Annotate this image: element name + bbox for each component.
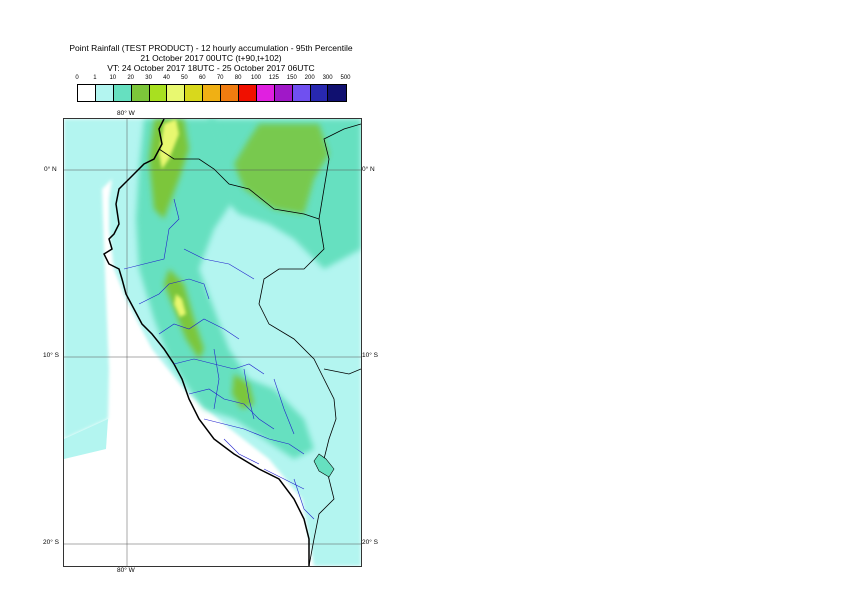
legend-threshold: 125 bbox=[268, 75, 279, 81]
lat-10-right-label: 10° S bbox=[362, 352, 378, 359]
legend-threshold: 100 bbox=[250, 75, 262, 81]
legend-swatch bbox=[78, 85, 96, 101]
lake-titicaca bbox=[313, 453, 335, 478]
country-borders bbox=[158, 123, 361, 566]
rain-40-50mm-core bbox=[159, 119, 179, 169]
legend-swatch bbox=[310, 85, 329, 101]
run-time: 21 October 2017 00UTC (t+90,t+102) bbox=[140, 53, 282, 63]
legend-threshold: 70 bbox=[216, 75, 224, 81]
legend-swatch bbox=[131, 85, 150, 101]
legend-swatch bbox=[95, 85, 114, 101]
legend-swatch bbox=[256, 85, 275, 101]
legend-threshold: 1 bbox=[93, 75, 97, 81]
legend-swatch bbox=[328, 85, 347, 101]
lat-20-right-label: 20° S bbox=[362, 539, 378, 546]
legend-swatch bbox=[113, 85, 132, 101]
legend-threshold: 30 bbox=[145, 75, 152, 81]
bottom-lon-label: 80° W bbox=[117, 567, 135, 574]
legend-threshold: 50 bbox=[181, 75, 188, 81]
legend-threshold: 150 bbox=[286, 75, 297, 81]
legend-threshold: 200 bbox=[304, 75, 315, 81]
regional-borders bbox=[123, 198, 315, 520]
legend-threshold: 0 bbox=[75, 75, 79, 81]
legend-swatch bbox=[167, 85, 186, 101]
map-title: Point Rainfall (TEST PRODUCT) - 12 hourl… bbox=[69, 43, 353, 53]
rainfall-map bbox=[63, 118, 362, 567]
legend-threshold: 20 bbox=[127, 75, 135, 81]
legend-threshold: 60 bbox=[198, 75, 206, 81]
rain-20-30mm-area bbox=[234, 124, 329, 214]
legend-threshold: 500 bbox=[340, 75, 351, 81]
lat-20-left-label: 20° S bbox=[43, 539, 59, 546]
legend-threshold: 10 bbox=[109, 75, 117, 81]
lat-0-right-label: 0° N bbox=[362, 166, 375, 173]
legend-swatch bbox=[239, 85, 257, 101]
legend-swatch bbox=[292, 85, 311, 101]
legend-swatch bbox=[149, 85, 168, 101]
legend-swatch bbox=[203, 85, 222, 101]
lat-0-left-label: 0° N bbox=[44, 166, 57, 173]
legend-threshold: 40 bbox=[163, 75, 170, 81]
coastline bbox=[103, 119, 310, 566]
legend-threshold: 300 bbox=[322, 75, 333, 81]
legend-swatch bbox=[185, 85, 204, 101]
legend-threshold: 80 bbox=[234, 75, 242, 81]
valid-time: VT: 24 October 2017 18UTC - 25 October 2… bbox=[107, 63, 315, 73]
legend-swatch bbox=[221, 85, 240, 101]
legend-color-bar bbox=[77, 84, 348, 102]
legend-threshold-labels: 0 1 10 20 30 40 50 60 70 80 100 125 150 200 300 500 bbox=[74, 75, 354, 85]
lat-10-left-label: 10° S bbox=[43, 352, 59, 359]
top-lon-label: 80° W bbox=[117, 110, 135, 117]
legend-swatch bbox=[274, 85, 293, 101]
